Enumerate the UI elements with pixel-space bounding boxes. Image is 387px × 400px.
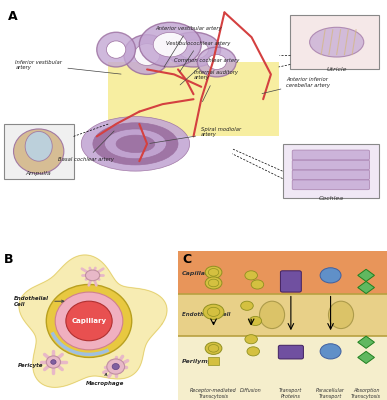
Ellipse shape xyxy=(179,40,208,59)
Text: Vestibulocochlear artery: Vestibulocochlear artery xyxy=(166,41,231,72)
Ellipse shape xyxy=(329,301,354,328)
Circle shape xyxy=(245,271,257,280)
Polygon shape xyxy=(19,255,167,387)
Ellipse shape xyxy=(124,35,170,74)
Ellipse shape xyxy=(66,301,112,341)
Text: C: C xyxy=(182,252,191,266)
Ellipse shape xyxy=(207,54,226,70)
Text: Ampulla: Ampulla xyxy=(26,171,51,176)
Ellipse shape xyxy=(260,301,284,328)
Ellipse shape xyxy=(139,22,201,67)
FancyBboxPatch shape xyxy=(281,271,301,292)
Ellipse shape xyxy=(106,41,126,58)
Bar xyxy=(178,336,387,400)
Circle shape xyxy=(320,344,341,359)
Circle shape xyxy=(320,268,341,283)
Text: Receptor-mediated
Transcytosis: Receptor-mediated Transcytosis xyxy=(190,388,237,399)
Text: B: B xyxy=(3,252,13,266)
Ellipse shape xyxy=(107,359,125,374)
Ellipse shape xyxy=(310,27,364,57)
Polygon shape xyxy=(358,269,375,282)
Text: Capillary: Capillary xyxy=(72,318,106,324)
Text: Inferior vestibular
artery: Inferior vestibular artery xyxy=(15,60,121,74)
Text: Pericyte: Pericyte xyxy=(18,359,58,368)
Ellipse shape xyxy=(134,44,160,66)
Text: Endothelial
Cell: Endothelial Cell xyxy=(14,296,64,307)
Ellipse shape xyxy=(104,129,166,159)
Circle shape xyxy=(205,277,222,289)
FancyBboxPatch shape xyxy=(283,144,379,198)
FancyBboxPatch shape xyxy=(292,170,370,180)
FancyBboxPatch shape xyxy=(292,160,370,170)
Polygon shape xyxy=(108,62,279,136)
Text: Transport
Proteins: Transport Proteins xyxy=(279,388,303,399)
Circle shape xyxy=(245,335,257,344)
FancyBboxPatch shape xyxy=(292,150,370,160)
Ellipse shape xyxy=(86,270,100,281)
Ellipse shape xyxy=(81,116,190,171)
Ellipse shape xyxy=(153,32,187,57)
Circle shape xyxy=(249,316,262,326)
Ellipse shape xyxy=(112,364,119,370)
Ellipse shape xyxy=(25,132,52,161)
Text: Perilymph: Perilymph xyxy=(182,360,218,364)
Ellipse shape xyxy=(97,32,135,67)
Text: Cochlea: Cochlea xyxy=(319,196,343,201)
Ellipse shape xyxy=(14,129,64,174)
Polygon shape xyxy=(358,282,375,294)
Circle shape xyxy=(251,280,264,289)
Polygon shape xyxy=(358,336,375,348)
FancyBboxPatch shape xyxy=(278,345,303,359)
Circle shape xyxy=(203,304,224,320)
Text: Anterior vestibular artery: Anterior vestibular artery xyxy=(155,26,221,67)
Ellipse shape xyxy=(46,356,60,368)
Text: Absorption
Transcytosis: Absorption Transcytosis xyxy=(351,388,381,399)
Circle shape xyxy=(241,301,253,310)
FancyBboxPatch shape xyxy=(290,15,379,70)
Ellipse shape xyxy=(46,284,132,358)
Text: Paracellular
Transport: Paracellular Transport xyxy=(316,388,345,399)
Circle shape xyxy=(247,347,260,356)
Bar xyxy=(178,251,387,294)
Circle shape xyxy=(205,266,222,278)
Ellipse shape xyxy=(55,292,123,350)
Ellipse shape xyxy=(197,47,236,77)
FancyBboxPatch shape xyxy=(4,124,74,178)
Bar xyxy=(208,358,219,365)
Text: Utricle: Utricle xyxy=(327,67,347,72)
Text: A: A xyxy=(8,10,17,23)
Text: Macrophage: Macrophage xyxy=(86,374,124,386)
Text: Basal cochlear artery: Basal cochlear artery xyxy=(58,131,114,162)
Bar xyxy=(178,294,387,336)
Ellipse shape xyxy=(166,32,221,67)
Circle shape xyxy=(205,342,222,354)
Text: Capillary: Capillary xyxy=(182,271,214,276)
Text: Anterior inferior
cerebellar artery: Anterior inferior cerebellar artery xyxy=(262,77,330,94)
Text: Common cochlear artery: Common cochlear artery xyxy=(174,58,240,85)
Ellipse shape xyxy=(93,123,178,165)
FancyBboxPatch shape xyxy=(292,180,370,190)
Ellipse shape xyxy=(116,135,155,152)
Ellipse shape xyxy=(51,360,56,364)
Text: Spiral modiolar
artery: Spiral modiolar artery xyxy=(150,126,241,144)
Text: Internal auditory
artery: Internal auditory artery xyxy=(194,70,238,102)
Polygon shape xyxy=(358,351,375,364)
Text: Diffusion: Diffusion xyxy=(240,388,262,393)
Text: Endothelial Cell: Endothelial Cell xyxy=(182,312,231,317)
